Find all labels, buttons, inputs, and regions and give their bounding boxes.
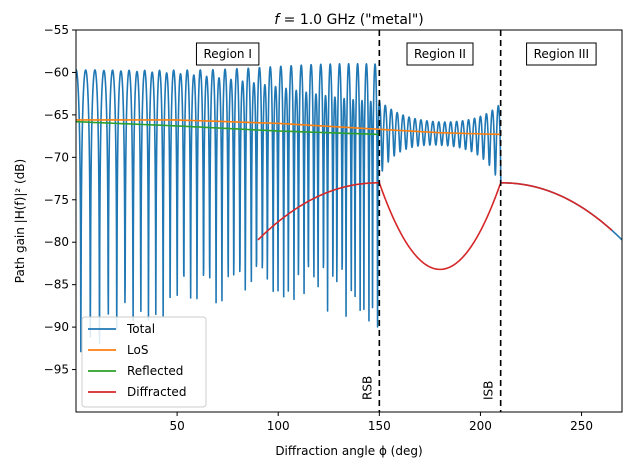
y-tick-label: −65 [44,108,69,122]
region-label: Region I [203,47,251,61]
series-line-diffracted [257,182,613,271]
y-tick-label: −60 [44,65,69,79]
y-axis-label: Path gain |H(f)|² (dB) [13,159,27,283]
region-label: Region III [534,47,590,61]
x-tick-label: 100 [267,419,290,433]
x-tick-label: 250 [570,419,593,433]
series-line-reflected [76,120,380,136]
y-axis: −95 −90 −85 −80 −75 −70 −65 −60 −55 [44,23,76,377]
x-axis-label: Diffraction angle ϕ (deg) [275,444,422,458]
y-tick-label: −80 [44,235,69,249]
x-tick-label: 150 [368,419,391,433]
region-box-1: Region I [195,42,260,66]
boundary-label-isb: ISB [482,381,496,400]
chart-title: f = 1.0 GHz ("metal") [274,12,423,28]
x-axis: 50 100 150 200 250 [169,412,593,433]
y-tick-label: −95 [44,363,69,377]
series-line-los [76,119,501,136]
region-frame [406,42,474,66]
x-tick-label: 50 [169,419,184,433]
boundary-label-rsb: RSB [360,376,374,400]
region-layer: RSB ISB Region I Region II Region III [195,42,597,400]
legend-label-los: LoS [127,343,148,357]
legend-label-reflected: Reflected [127,364,183,378]
x-tick-label: 200 [469,419,492,433]
series-layer [76,62,622,353]
boundary-layer [378,30,502,412]
region-box-2: Region II [406,42,474,66]
y-tick-label: −75 [44,193,69,207]
region-box-3: Region III [526,42,597,66]
y-tick-label: −70 [44,150,69,164]
region-label: Region II [414,47,466,61]
region-frame [526,42,597,66]
region-frame [195,42,260,66]
legend-frame [81,316,207,408]
y-tick-label: −55 [44,23,69,37]
legend-label-total: Total [126,322,155,336]
series-line-total [76,62,622,353]
plot-frame [75,29,623,413]
legend-label-diffracted: Diffracted [127,385,186,399]
legend: Total LoS Reflected Diffracted [81,316,207,408]
y-tick-label: −90 [44,320,69,334]
y-tick-label: −85 [44,278,69,292]
